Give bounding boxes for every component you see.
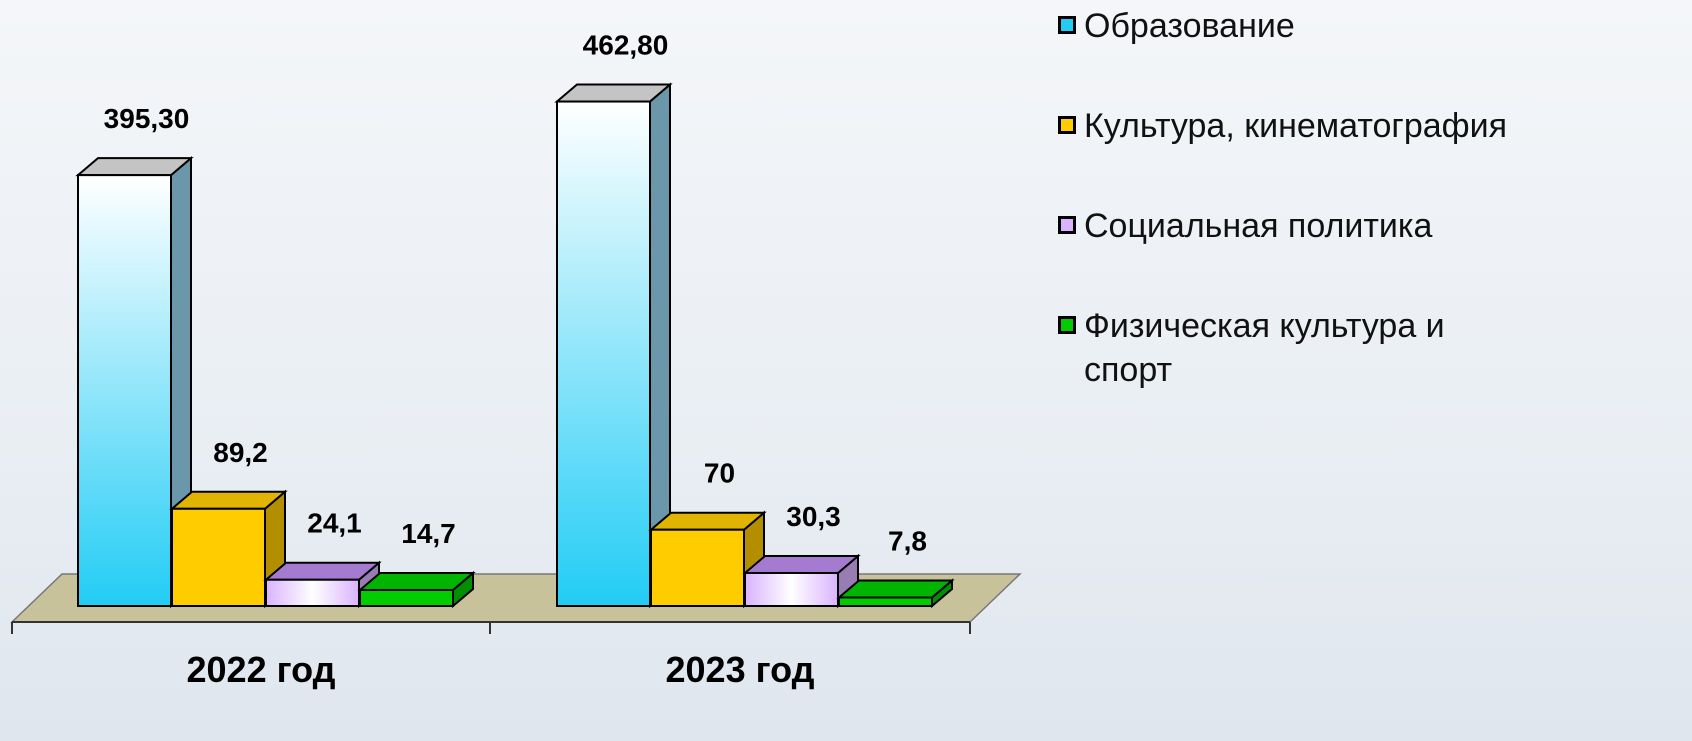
legend-item: Культура, кинематография (1058, 104, 1692, 204)
bar-top (742, 554, 861, 574)
bar-front (77, 174, 172, 608)
legend-item: Физическая культура и спорт (1058, 304, 1692, 404)
value-label: 7,8 (888, 525, 927, 556)
bar (263, 560, 382, 609)
legend-label: Физическая культура и спорт (1084, 307, 1445, 389)
bar (836, 578, 955, 609)
value-label: 70 (704, 458, 735, 489)
bar-top (554, 83, 673, 103)
bar-front (359, 588, 454, 607)
value-label: 24,1 (307, 508, 362, 539)
legend-item: Социальная политика (1058, 204, 1692, 304)
category-label: 2023 год (666, 649, 815, 690)
legend-swatch (1058, 316, 1076, 334)
bar (357, 570, 476, 609)
bar-front (838, 596, 933, 607)
legend-label: Социальная политика (1084, 207, 1433, 245)
bar-front (171, 507, 266, 607)
bar-top (263, 561, 382, 581)
value-label: 395,30 (104, 103, 190, 134)
legend: Образование Культура, кинематография Социа… (1058, 4, 1692, 404)
bar (742, 553, 861, 609)
bar-front (744, 571, 839, 608)
value-label: 89,2 (213, 437, 268, 468)
bar-top (169, 490, 288, 510)
bar (169, 489, 288, 609)
value-label: 462,80 (583, 30, 669, 61)
value-label: 30,3 (786, 501, 841, 532)
legend-item: Образование (1058, 4, 1692, 104)
bar (554, 82, 673, 609)
category-label: 2022 год (187, 649, 336, 690)
bar-front (265, 578, 360, 608)
bar-front (650, 528, 745, 608)
value-label: 14,7 (401, 518, 456, 549)
bar-top (357, 571, 476, 591)
legend-label: Образование (1084, 7, 1295, 45)
legend-swatch (1058, 116, 1076, 134)
legend-swatch (1058, 16, 1076, 34)
bar-top (75, 157, 194, 177)
bar-front (556, 100, 651, 607)
legend-swatch (1058, 216, 1076, 234)
legend-label: Культура, кинематография (1084, 107, 1508, 145)
bar (75, 155, 194, 609)
bar-top (836, 579, 955, 599)
bar-top (648, 511, 767, 531)
